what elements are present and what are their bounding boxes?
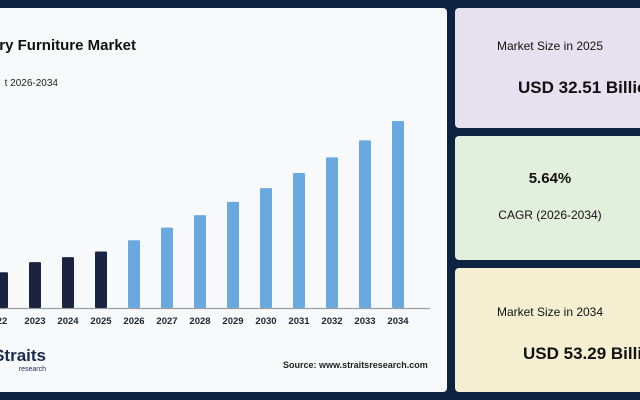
x-tick-label: 2031 xyxy=(288,316,310,327)
source-note: Source: www.straitsresearch.com xyxy=(283,360,428,370)
bar-2030 xyxy=(260,188,272,308)
brand-name: Straits xyxy=(0,348,46,365)
x-tick-label: 2025 xyxy=(90,316,112,327)
market-size-2034-card: Market Size in 2034 USD 53.29 Billion xyxy=(455,268,640,392)
card-label: Market Size in 2025 xyxy=(496,39,604,53)
chart-title: ry Furniture Market xyxy=(0,37,136,54)
cagr-card: 5.64% CAGR (2026-2034) xyxy=(455,136,640,260)
brand-sub: research xyxy=(18,366,46,373)
x-tick-label: 2024 xyxy=(57,316,79,327)
bar-2033 xyxy=(359,140,371,308)
x-tick-label: 2033 xyxy=(354,316,375,327)
bar-2024 xyxy=(62,257,74,308)
x-tick-label: 2032 xyxy=(321,316,342,327)
bar-2032 xyxy=(326,157,338,308)
x-tick-label: 2029 xyxy=(222,316,243,327)
bar-2034 xyxy=(392,121,404,308)
x-tick-label: 22 xyxy=(0,316,7,327)
card-value: 5.64% xyxy=(528,170,572,187)
card-label: CAGR (2026-2034) xyxy=(498,208,602,222)
x-tick-label: 2034 xyxy=(387,316,409,327)
chart-subtitle: t 2026-2034 xyxy=(4,78,58,89)
bar-2029 xyxy=(227,201,239,308)
market-size-2025-card: Market Size in 2025 USD 32.51 Billion xyxy=(455,8,640,128)
x-tick-label: 2026 xyxy=(123,316,144,327)
bar-2027 xyxy=(161,227,173,308)
bar-2031 xyxy=(293,173,305,308)
card-label: Market Size in 2034 xyxy=(496,305,604,319)
bar-22 xyxy=(0,272,8,308)
straits-logo: Straits research xyxy=(0,348,46,378)
bar-2028 xyxy=(194,215,206,308)
x-tick-label: 2027 xyxy=(156,316,177,327)
bar-2026 xyxy=(128,240,140,308)
chart-panel: ry Furniture Market t 2026-2034 22 2023 20… xyxy=(0,8,447,392)
x-tick-label: 2023 xyxy=(24,316,45,327)
card-value: USD 32.51 Billion xyxy=(518,78,640,97)
bar-2023 xyxy=(29,262,41,308)
card-value: USD 53.29 Billion xyxy=(523,344,640,363)
x-tick-label: 2028 xyxy=(189,316,210,327)
x-tick-label: 2030 xyxy=(255,316,276,327)
bar-2025 xyxy=(95,251,107,308)
bar-chart: 22 2023 2024 2025 2026 2027 2028 2029 2030 2031 20… xyxy=(0,121,430,327)
